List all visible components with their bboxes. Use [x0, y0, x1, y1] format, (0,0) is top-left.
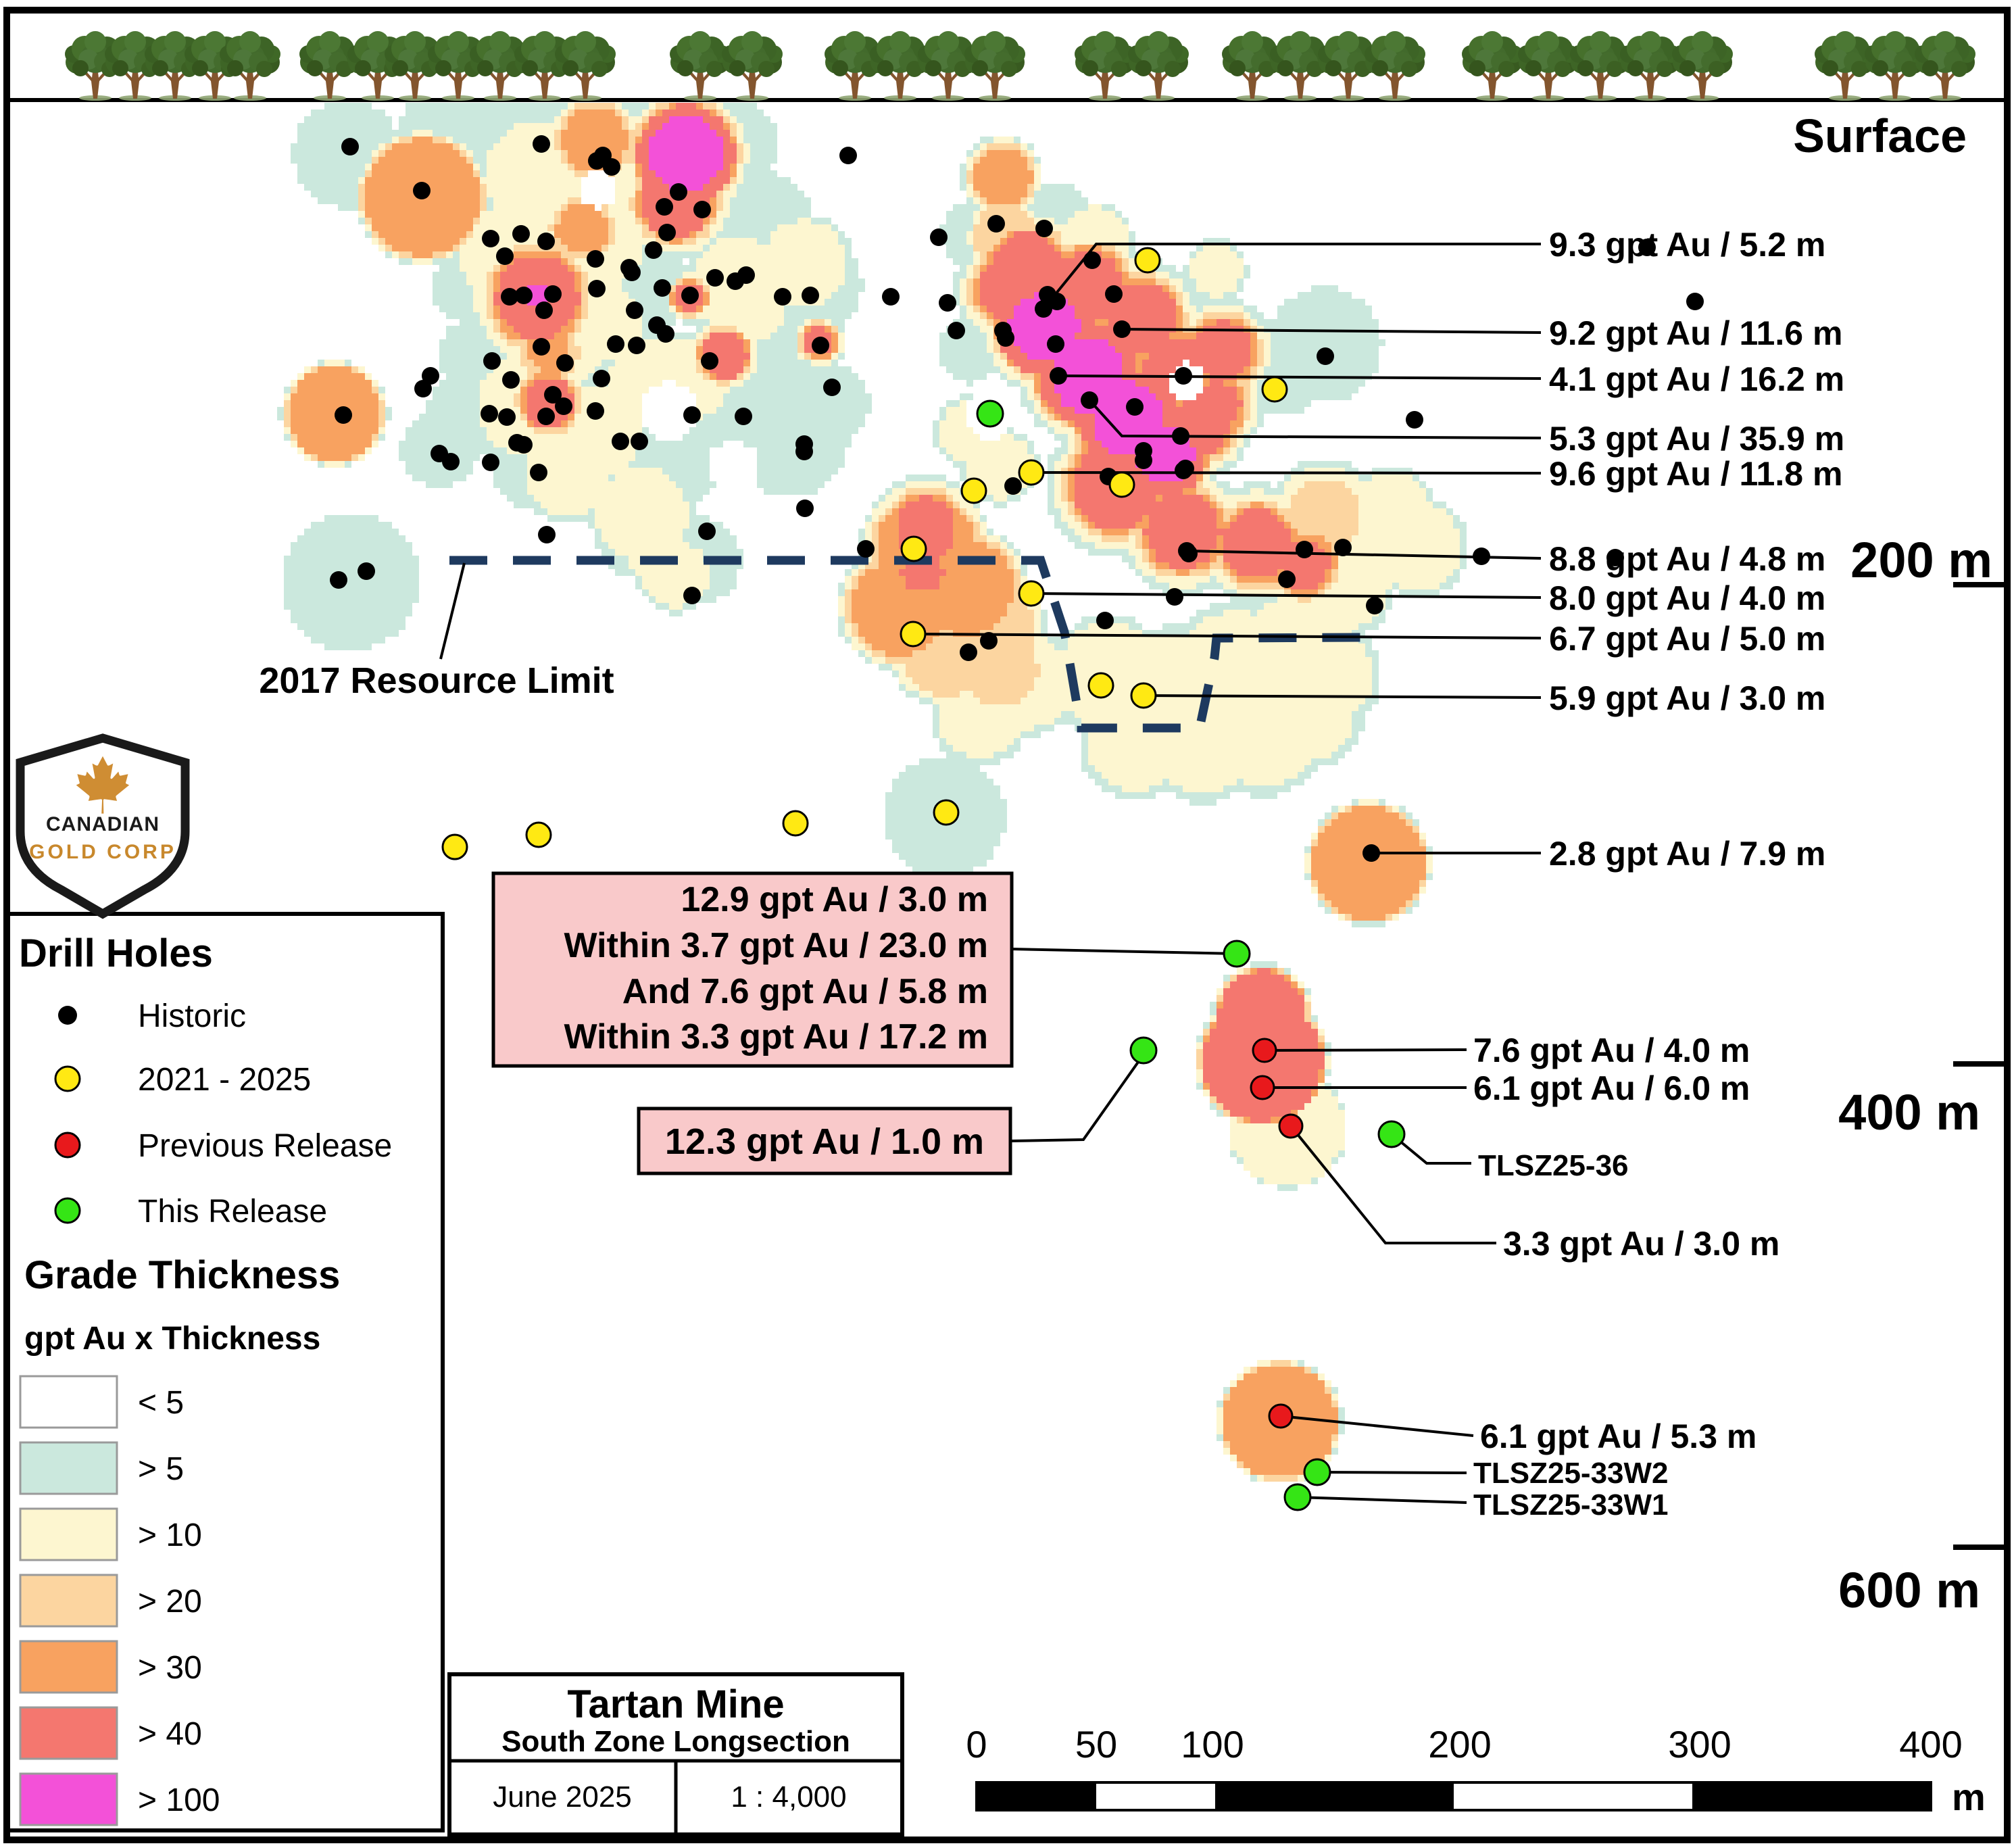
svg-text:Within 3.3 gpt Au / 17.2 m: Within 3.3 gpt Au / 17.2 m: [564, 1017, 988, 1056]
svg-text:> 5: > 5: [138, 1451, 184, 1487]
svg-text:5.3 gpt Au / 35.9 m: 5.3 gpt Au / 35.9 m: [1549, 420, 1844, 458]
svg-text:12.9 gpt Au / 3.0 m: 12.9 gpt Au / 3.0 m: [681, 880, 988, 919]
svg-text:7.6 gpt Au / 4.0 m: 7.6 gpt Au / 4.0 m: [1473, 1031, 1750, 1069]
svg-text:8.0 gpt Au / 4.0 m: 8.0 gpt Au / 4.0 m: [1549, 579, 1825, 617]
svg-text:Within 3.7 gpt Au / 23.0 m: Within 3.7 gpt Au / 23.0 m: [564, 926, 988, 965]
svg-text:200: 200: [1428, 1723, 1491, 1766]
svg-text:400 m: 400 m: [1838, 1084, 1980, 1140]
svg-text:5.9 gpt Au / 3.0 m: 5.9 gpt Au / 3.0 m: [1549, 679, 1825, 717]
svg-text:CANADIAN: CANADIAN: [46, 813, 159, 835]
svg-text:GOLD CORP: GOLD CORP: [29, 841, 176, 863]
svg-text:And 7.6 gpt Au / 5.8 m: And 7.6 gpt Au / 5.8 m: [622, 972, 988, 1011]
svg-text:South Zone Longsection: South Zone Longsection: [501, 1725, 850, 1758]
svg-text:Tartan Mine: Tartan Mine: [567, 1682, 784, 1726]
svg-text:TLSZ25-33W2: TLSZ25-33W2: [1473, 1457, 1669, 1490]
svg-text:50: 50: [1075, 1723, 1117, 1766]
svg-text:> 30: > 30: [138, 1650, 202, 1686]
svg-text:600 m: 600 m: [1838, 1562, 1980, 1618]
svg-text:400: 400: [1899, 1723, 1962, 1766]
svg-text:TLSZ25-36: TLSZ25-36: [1478, 1149, 1629, 1182]
svg-text:6.7 gpt Au / 5.0 m: 6.7 gpt Au / 5.0 m: [1549, 620, 1825, 658]
svg-text:Previous Release: Previous Release: [138, 1128, 392, 1164]
svg-text:9.3 gpt Au / 5.2 m: 9.3 gpt Au / 5.2 m: [1549, 226, 1825, 264]
svg-text:Grade Thickness: Grade Thickness: [24, 1253, 340, 1297]
svg-text:0: 0: [966, 1723, 987, 1766]
svg-text:TLSZ25-33W1: TLSZ25-33W1: [1473, 1488, 1669, 1522]
svg-text:This Release: This Release: [138, 1194, 327, 1230]
svg-text:1 : 4,000: 1 : 4,000: [731, 1780, 846, 1814]
svg-text:300: 300: [1668, 1723, 1731, 1766]
svg-text:6.1 gpt Au / 5.3 m: 6.1 gpt Au / 5.3 m: [1480, 1417, 1757, 1455]
svg-text:12.3 gpt Au / 1.0 m: 12.3 gpt Au / 1.0 m: [665, 1121, 984, 1162]
svg-text:> 10: > 10: [138, 1517, 202, 1553]
svg-text:gpt Au x Thickness: gpt Au x Thickness: [24, 1321, 320, 1357]
svg-text:> 100: > 100: [138, 1782, 220, 1818]
svg-text:m: m: [1952, 1776, 1986, 1818]
svg-text:200 m: 200 m: [1850, 532, 1992, 588]
svg-text:Historic: Historic: [138, 998, 246, 1034]
svg-text:4.1 gpt Au / 16.2 m: 4.1 gpt Au / 16.2 m: [1549, 360, 1844, 398]
svg-text:< 5: < 5: [138, 1385, 184, 1421]
svg-text:3.3 gpt Au / 3.0 m: 3.3 gpt Au / 3.0 m: [1503, 1225, 1779, 1263]
svg-text:2.8 gpt Au / 7.9 m: 2.8 gpt Au / 7.9 m: [1549, 835, 1825, 873]
svg-text:9.6 gpt Au / 11.8 m: 9.6 gpt Au / 11.8 m: [1549, 455, 1842, 493]
svg-text:Drill Holes: Drill Holes: [19, 931, 213, 975]
svg-text:> 20: > 20: [138, 1584, 202, 1620]
svg-text:100: 100: [1181, 1723, 1244, 1766]
svg-text:> 40: > 40: [138, 1716, 202, 1752]
svg-text:2017 Resource Limit: 2017 Resource Limit: [259, 660, 614, 701]
svg-text:9.2 gpt Au / 11.6 m: 9.2 gpt Au / 11.6 m: [1549, 314, 1842, 352]
svg-text:6.1 gpt Au / 6.0 m: 6.1 gpt Au / 6.0 m: [1473, 1069, 1750, 1107]
svg-text:Surface: Surface: [1793, 110, 1967, 162]
svg-text:2021 - 2025: 2021 - 2025: [138, 1062, 311, 1098]
svg-text:June 2025: June 2025: [493, 1780, 632, 1814]
svg-text:8.8 gpt Au / 4.8 m: 8.8 gpt Au / 4.8 m: [1549, 540, 1825, 578]
